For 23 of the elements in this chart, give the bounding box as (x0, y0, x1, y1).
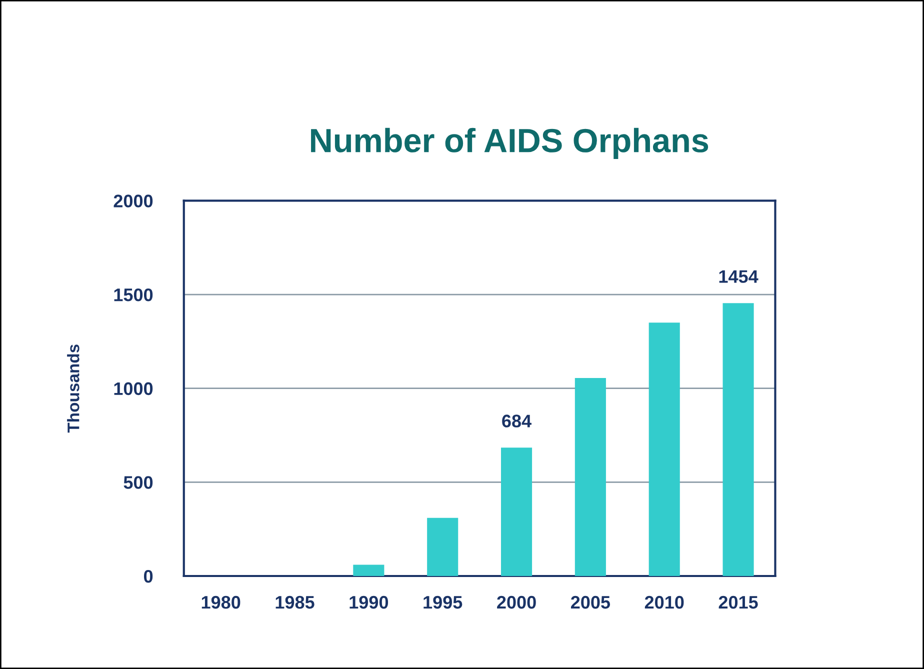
bar (574, 378, 606, 576)
x-tick-label: 2000 (497, 596, 536, 609)
x-tick-label: 2015 (718, 596, 758, 609)
y-tick-label: 1000 (114, 382, 153, 396)
data-label: 1454 (719, 270, 758, 283)
x-tick-label: 1980 (202, 596, 240, 609)
chart-title: Number of AIDS Orphans (311, 128, 708, 160)
x-tick-label: 1995 (424, 596, 462, 609)
y-tick-label: 500 (124, 476, 153, 489)
bar (648, 322, 680, 576)
bar (500, 448, 532, 576)
x-tick-label: 2010 (644, 596, 684, 609)
x-tick-label: 2005 (570, 596, 610, 609)
data-label: 684 (502, 414, 532, 428)
bar (353, 564, 384, 576)
y-tick-label: 2000 (114, 194, 153, 208)
x-tick-label: 1990 (350, 596, 388, 609)
x-tick-label: 1985 (276, 596, 314, 609)
y-tick-label: 1500 (114, 288, 153, 302)
y-axis-title: Thousands (67, 344, 80, 433)
y-tick-label: 0 (144, 570, 153, 583)
bar (427, 518, 458, 576)
bar (722, 303, 754, 576)
